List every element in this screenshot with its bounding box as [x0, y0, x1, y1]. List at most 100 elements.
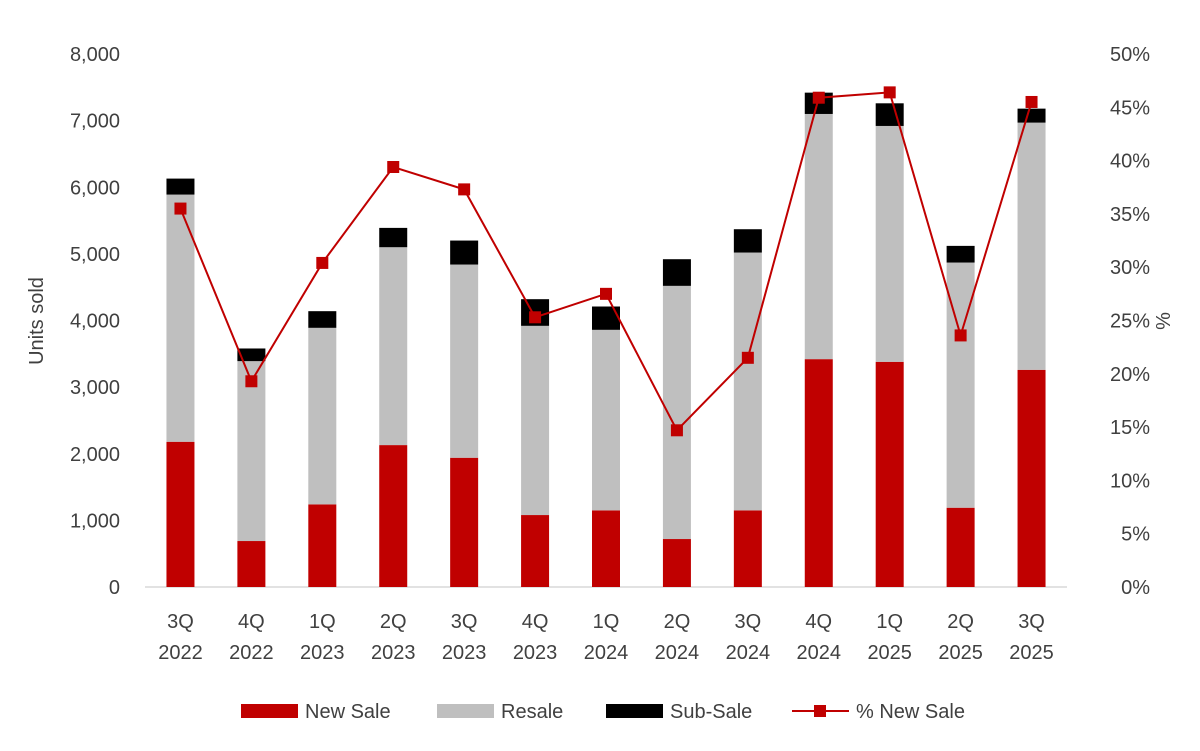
y2-tick-label: 15% — [1110, 417, 1150, 439]
line-point-marker — [741, 351, 754, 364]
bar-resale — [521, 325, 550, 516]
y2-tick-label: 0% — [1121, 577, 1150, 599]
y-tick-label: 2,000 — [70, 444, 120, 466]
x-tick-label: 2025 — [867, 642, 912, 664]
x-tick-label: 2022 — [229, 642, 274, 664]
bar-sub-sale — [592, 306, 620, 330]
bars-group — [166, 92, 1046, 587]
x-tick-label: 2025 — [1009, 642, 1054, 664]
legend-label: Resale — [501, 701, 563, 723]
bar-new-sale — [166, 441, 195, 587]
y2-tick-label: 10% — [1110, 470, 1150, 492]
y-axis-title: Units sold — [26, 277, 48, 365]
bar-sub-sale — [662, 259, 691, 286]
x-tick-label: 4Q — [238, 611, 265, 633]
legend-label: % New Sale — [856, 701, 965, 723]
bar-resale — [308, 327, 337, 505]
line-point-marker — [954, 329, 967, 342]
y2-tick-label: 5% — [1121, 524, 1150, 546]
line-point-marker — [600, 287, 612, 300]
x-tick-label: 2024 — [584, 642, 629, 664]
x-tick-label: 2023 — [442, 642, 487, 664]
x-tick-label: 2Q — [380, 611, 407, 633]
bar-sub-sale — [1017, 108, 1046, 123]
bar-resale — [804, 113, 833, 360]
line-point-marker — [174, 202, 187, 215]
x-tick-label: 2023 — [371, 642, 416, 664]
legend-swatch — [437, 704, 494, 718]
y-axis-ticks: 0 1,000 2,000 3,000 4,000 5,000 6,000 7,000 8,00… — [70, 44, 120, 599]
x-tick-label: 3Q — [451, 611, 478, 633]
line-point-marker — [883, 86, 896, 99]
x-tick-label: 3Q — [167, 611, 194, 633]
bar-new-sale — [1017, 369, 1046, 587]
bar-sub-sale — [166, 178, 195, 195]
line-point-marker — [387, 160, 400, 173]
bar-sub-sale — [450, 240, 479, 265]
bar-resale — [875, 125, 904, 362]
y2-tick-label: 20% — [1110, 364, 1150, 386]
x-tick-label: 4Q — [522, 611, 549, 633]
y-tick-label: 8,000 — [70, 44, 120, 66]
bar-resale — [733, 252, 762, 511]
x-tick-label: 1Q — [593, 611, 620, 633]
bar-new-sale — [662, 539, 691, 587]
legend: New Sale Resale Sub-Sale % New Sale — [241, 701, 965, 723]
y2-tick-label: 25% — [1110, 311, 1150, 333]
line-point-marker — [245, 375, 258, 388]
x-tick-label: 2023 — [300, 642, 345, 664]
y2-tick-label: 45% — [1110, 97, 1150, 119]
x-tick-label: 3Q — [1018, 611, 1045, 633]
line-series-group — [174, 86, 1038, 437]
y-tick-label: 7,000 — [70, 111, 120, 133]
bar-resale — [592, 329, 620, 511]
x-tick-label: 2024 — [797, 642, 842, 664]
bar-new-sale — [379, 445, 408, 587]
line-point-marker — [529, 311, 542, 324]
line-point-marker — [316, 256, 329, 269]
bar-resale — [166, 194, 195, 442]
x-tick-label: 2025 — [938, 642, 983, 664]
bar-new-sale — [237, 541, 266, 587]
y-tick-label: 1,000 — [70, 510, 120, 532]
x-tick-label: 2022 — [158, 642, 203, 664]
line-point-marker — [670, 424, 683, 437]
y-tick-label: 5,000 — [70, 244, 120, 266]
x-tick-label: 2023 — [513, 642, 558, 664]
legend-swatch — [606, 704, 663, 718]
bar-new-sale — [733, 510, 762, 587]
bar-new-sale — [308, 504, 337, 587]
y-tick-label: 4,000 — [70, 311, 120, 333]
x-tick-label: 1Q — [309, 611, 336, 633]
bar-sub-sale — [946, 245, 975, 263]
y-tick-label: 6,000 — [70, 177, 120, 199]
bar-new-sale — [592, 510, 620, 587]
x-axis-ticks: 3Q 2022 4Q 2022 1Q 2023 2Q 2023 3Q 2023 4Q 2023 1Q 20… — [158, 611, 1054, 664]
bar-resale — [1017, 122, 1046, 370]
y2-axis-title: % — [1153, 312, 1175, 330]
bar-sub-sale — [237, 348, 266, 362]
line-point-marker — [1025, 95, 1038, 108]
y2-axis-ticks: 0% 5% 10% 15% 20% 25% 30% 35% 40% 45% 50% — [1110, 44, 1150, 599]
x-tick-label: 4Q — [805, 611, 832, 633]
bar-new-sale — [946, 507, 975, 587]
line-point-marker — [458, 183, 471, 196]
x-tick-label: 1Q — [876, 611, 903, 633]
legend-marker — [814, 705, 826, 717]
y-tick-label: 0 — [109, 577, 120, 599]
x-tick-label: 3Q — [735, 611, 762, 633]
x-tick-label: 2Q — [947, 611, 974, 633]
legend-label: New Sale — [305, 701, 391, 723]
bar-resale — [379, 247, 408, 446]
y2-tick-label: 30% — [1110, 257, 1150, 279]
legend-label: Sub-Sale — [670, 701, 752, 723]
bar-new-sale — [875, 361, 904, 587]
bar-resale — [237, 361, 266, 542]
y-tick-label: 3,000 — [70, 377, 120, 399]
x-tick-label: 2024 — [655, 642, 700, 664]
bar-sub-sale — [875, 103, 904, 126]
x-tick-label: 2024 — [726, 642, 771, 664]
bar-new-sale — [804, 359, 833, 587]
y2-tick-label: 35% — [1110, 204, 1150, 226]
